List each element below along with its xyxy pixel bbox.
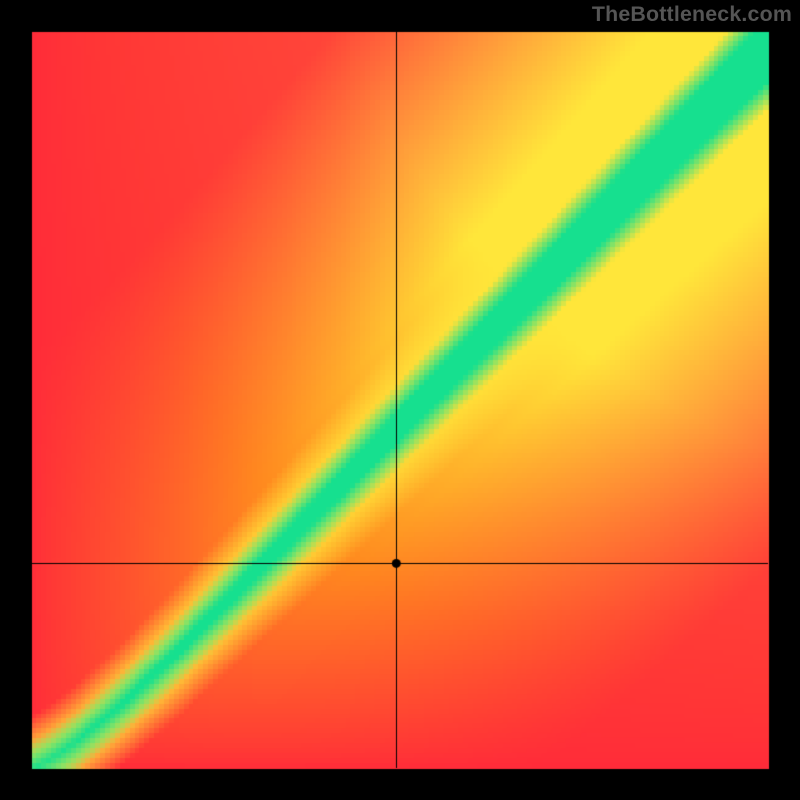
watermark-text: TheBottleneck.com (592, 2, 792, 27)
bottleneck-heatmap-canvas (0, 0, 800, 800)
chart-frame: TheBottleneck.com (0, 0, 800, 800)
